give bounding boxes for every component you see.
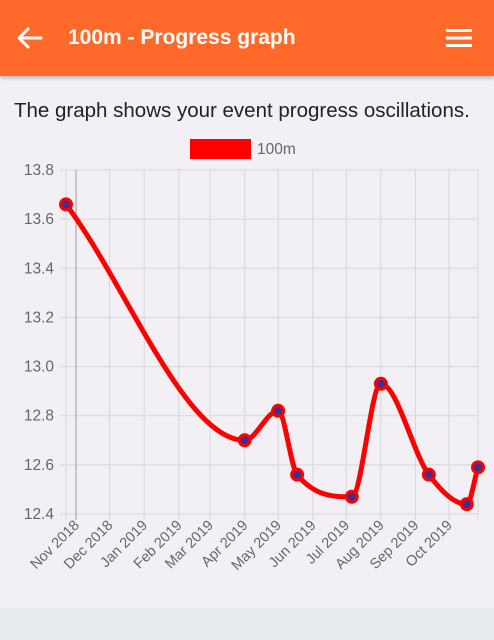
data-point[interactable] — [421, 467, 436, 482]
hamburger-menu-icon — [446, 29, 472, 47]
data-point[interactable] — [459, 497, 474, 512]
y-tick-label: 13.4 — [24, 260, 55, 277]
chart-grid — [60, 169, 479, 520]
y-tick-label: 12.6 — [24, 457, 54, 474]
chart-svg: 100m 13.8 13.6 13.4 13.2 13.0 12.8 12.6 12.4 No… — [24, 139, 485, 574]
data-point[interactable] — [344, 489, 359, 504]
data-point[interactable] — [59, 197, 73, 212]
y-axis-ticks: 13.8 13.6 13.4 13.2 13.0 12.8 12.6 12.4 — [24, 162, 55, 523]
data-point[interactable] — [471, 460, 485, 475]
data-point[interactable] — [290, 467, 305, 482]
progress-chart: 100m 13.8 13.6 13.4 13.2 13.0 12.8 12.6 12.4 No… — [0, 134, 494, 608]
y-tick-label: 13.6 — [24, 211, 54, 228]
data-point[interactable] — [373, 376, 388, 391]
y-tick-label: 12.4 — [24, 506, 55, 523]
legend-swatch — [190, 139, 251, 159]
graph-description: The graph shows your event progress osci… — [14, 99, 470, 122]
back-button[interactable] — [14, 22, 46, 54]
app-bar: 100m - Progress graph — [0, 0, 494, 76]
chart-legend[interactable]: 100m — [190, 139, 296, 159]
bottom-bar — [0, 608, 494, 640]
y-tick-label: 13.8 — [24, 162, 54, 179]
page-title: 100m - Progress graph — [68, 26, 296, 49]
series-line-100m — [63, 201, 481, 507]
menu-button[interactable] — [442, 22, 476, 54]
data-point[interactable] — [237, 433, 252, 448]
y-tick-label: 13.0 — [24, 359, 55, 376]
data-point[interactable] — [271, 403, 286, 418]
arrow-left-icon — [17, 27, 43, 49]
y-tick-label: 12.8 — [24, 408, 54, 425]
data-points — [59, 197, 485, 512]
legend-label: 100m — [257, 141, 296, 158]
y-tick-label: 13.2 — [24, 309, 54, 326]
